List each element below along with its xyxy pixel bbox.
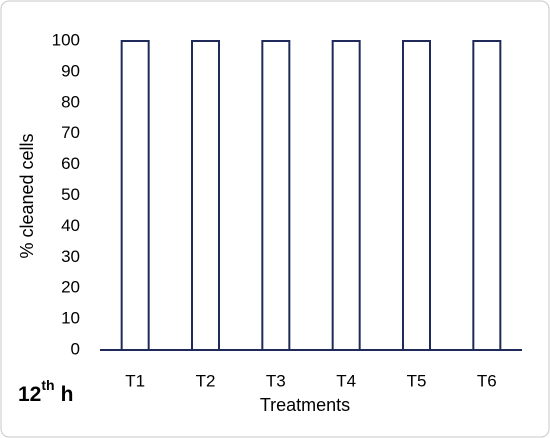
y-tick-label: 50 <box>61 185 80 204</box>
y-tick-label: 100 <box>52 30 80 49</box>
y-tick-label: 20 <box>61 278 80 297</box>
x-tick-label: T3 <box>266 371 286 390</box>
bar <box>472 40 502 351</box>
y-tick-label: 90 <box>61 61 80 80</box>
annotation-sup: th <box>41 377 54 393</box>
x-tick-label: T6 <box>477 371 497 390</box>
annotation-base: 12 <box>18 383 41 406</box>
bar <box>191 40 220 351</box>
x-tick-label: T2 <box>196 371 216 390</box>
x-tick-label: T4 <box>336 371 356 390</box>
x-tick-label: T5 <box>407 371 427 390</box>
x-axis-title: Treatments <box>260 395 350 415</box>
annotation: 12th h <box>18 377 73 406</box>
y-tick-label: 40 <box>61 216 80 235</box>
bar <box>402 40 431 351</box>
bar <box>120 40 150 351</box>
y-tick-label: 60 <box>61 154 80 173</box>
y-tick-label: 80 <box>61 92 80 111</box>
y-tick-label: 0 <box>71 339 80 358</box>
bar <box>261 40 291 351</box>
bar <box>331 40 361 351</box>
y-tick-label: 10 <box>61 309 80 328</box>
x-tick-label: T1 <box>125 371 145 390</box>
y-tick-label: 70 <box>61 123 80 142</box>
y-tick-label: 30 <box>61 247 80 266</box>
y-axis-title: % cleaned cells <box>17 133 37 258</box>
annotation-tail: h <box>61 383 74 406</box>
